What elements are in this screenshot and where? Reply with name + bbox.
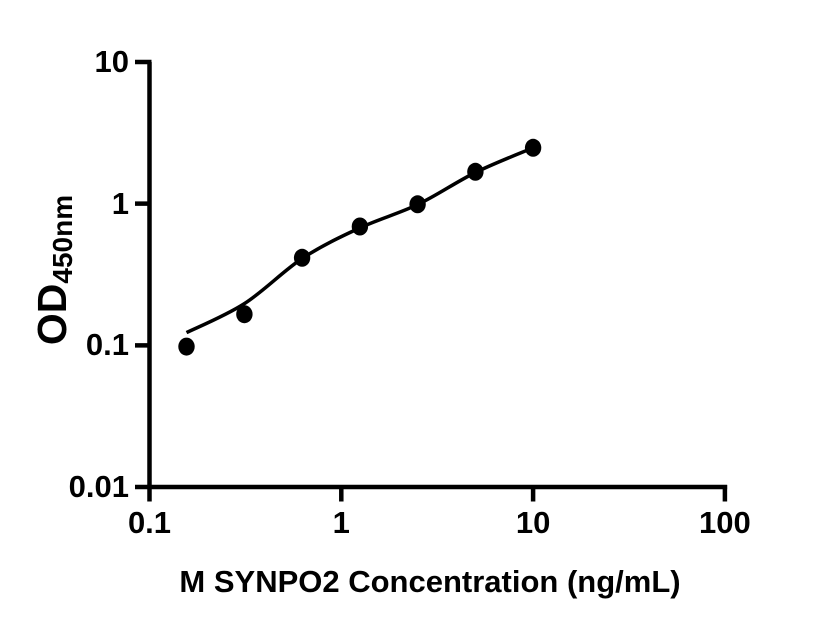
- data-point-marker: [467, 162, 484, 181]
- data-point-marker: [236, 305, 253, 324]
- y-tick-label: 10: [94, 44, 129, 79]
- x-tick-label: 100: [699, 505, 751, 540]
- data-point-marker: [351, 217, 369, 236]
- data-point-marker: [524, 138, 542, 157]
- x-tick-label: 0.1: [127, 505, 172, 540]
- data-point-marker: [409, 195, 426, 214]
- data-point-marker: [178, 337, 195, 356]
- y-tick-label: 1: [111, 185, 129, 221]
- x-tick-label: 10: [515, 505, 551, 540]
- x-axis-title: M SYNPO2 Concentration (ng/mL): [179, 564, 681, 599]
- y-tick-label: 0.01: [68, 469, 129, 504]
- y-tick-label: 0.1: [85, 327, 129, 363]
- data-point-marker: [293, 248, 311, 267]
- x-tick-label: 1: [332, 505, 350, 540]
